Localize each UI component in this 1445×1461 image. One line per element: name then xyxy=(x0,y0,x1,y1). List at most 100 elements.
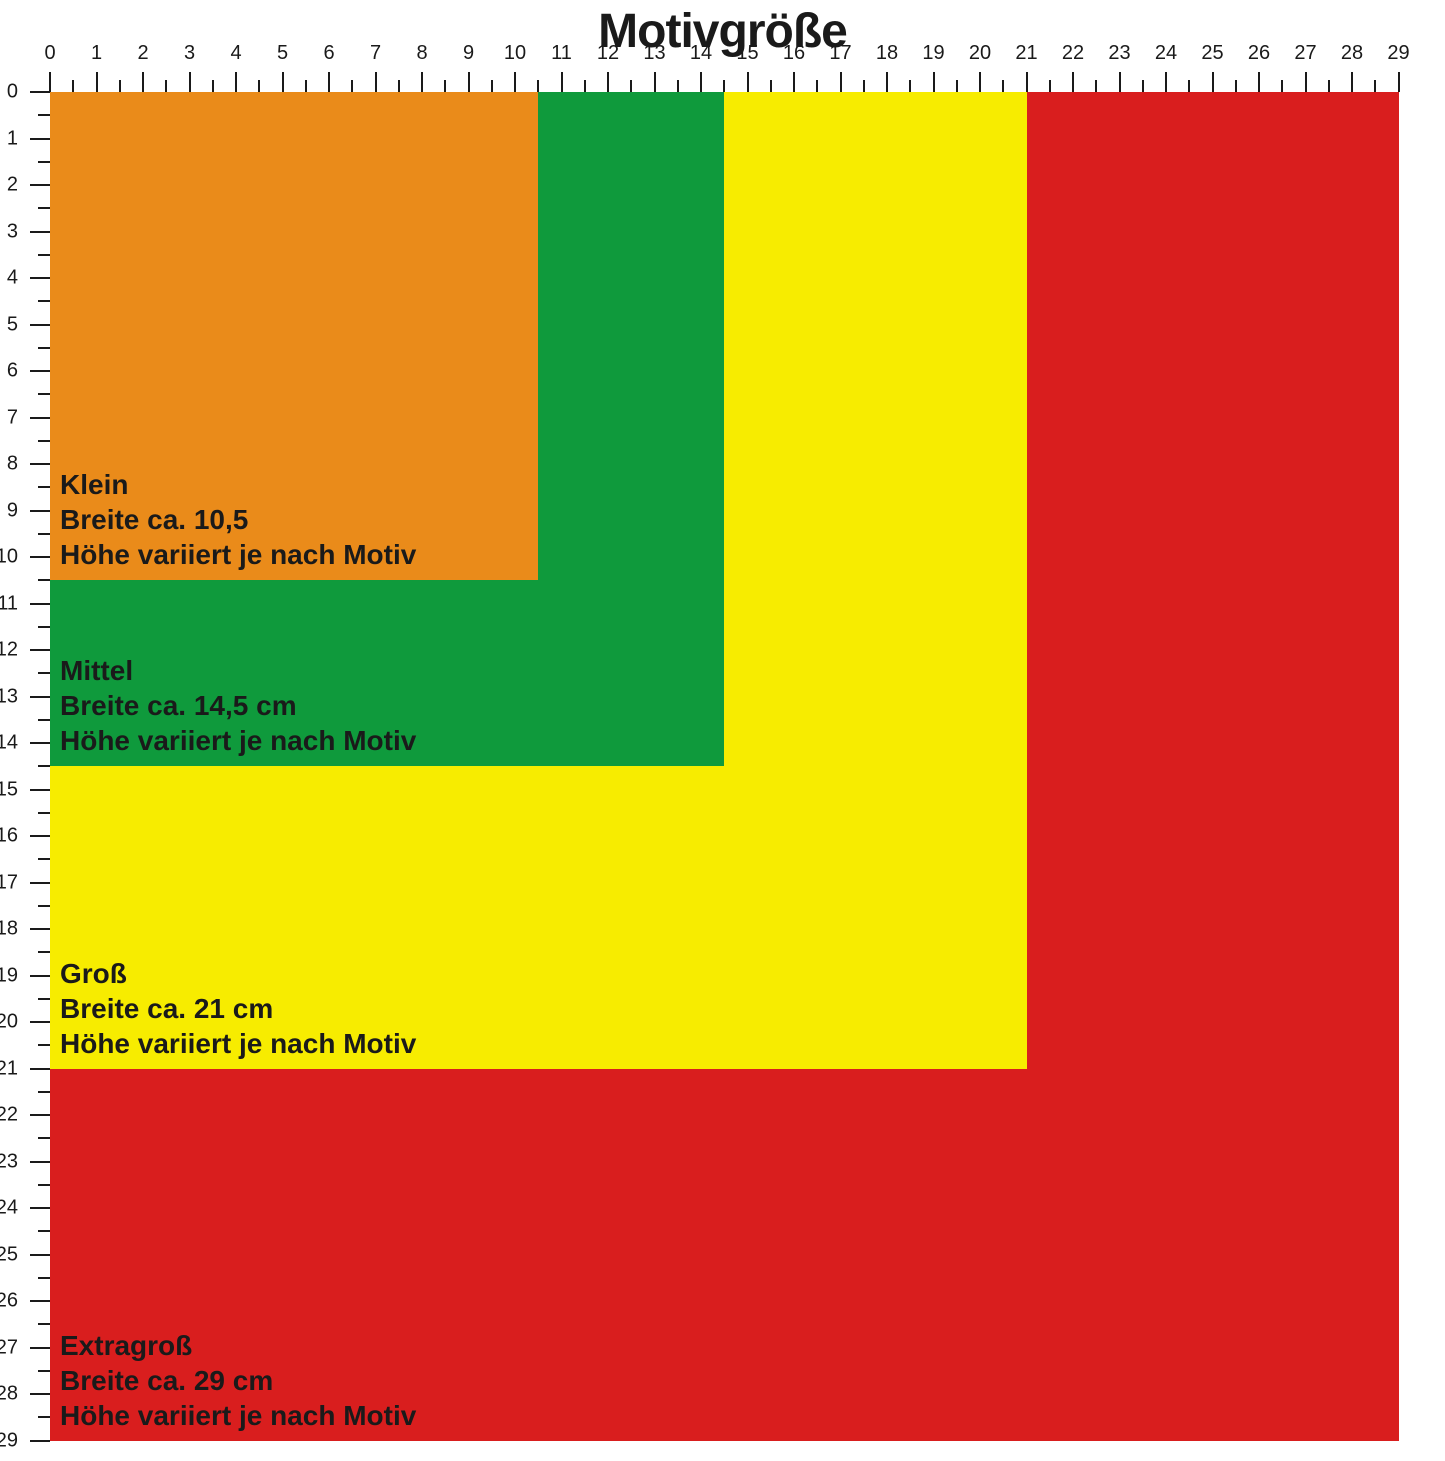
h-tick-label: 7 xyxy=(370,42,381,65)
v-tick-minor xyxy=(38,1044,50,1046)
h-tick-label: 0 xyxy=(44,42,55,65)
v-tick-label: 27 xyxy=(0,1336,18,1359)
h-tick-major xyxy=(607,72,609,92)
v-tick-minor xyxy=(38,1184,50,1186)
v-tick-label: 28 xyxy=(0,1383,18,1406)
h-tick-minor xyxy=(863,80,865,92)
v-tick-label: 4 xyxy=(7,267,18,290)
v-tick-minor xyxy=(38,998,50,1000)
h-tick-minor xyxy=(72,80,74,92)
h-tick-label: 19 xyxy=(922,42,944,65)
v-tick-major xyxy=(30,742,50,744)
v-tick-major xyxy=(30,556,50,558)
size-label-mittel: MittelBreite ca. 14,5 cmHöhe variiert je… xyxy=(60,653,416,758)
h-tick-label: 18 xyxy=(876,42,898,65)
h-tick-major xyxy=(468,72,470,92)
h-tick-minor xyxy=(816,80,818,92)
v-tick-major xyxy=(30,1347,50,1349)
v-tick-label: 25 xyxy=(0,1243,18,1266)
v-tick-major xyxy=(30,1440,50,1442)
h-tick-major xyxy=(979,72,981,92)
v-tick-major xyxy=(30,696,50,698)
v-tick-major xyxy=(30,1021,50,1023)
v-tick-label: 11 xyxy=(0,592,18,615)
v-tick-minor xyxy=(38,440,50,442)
v-tick-minor xyxy=(38,1416,50,1418)
v-tick-label: 24 xyxy=(0,1197,18,1220)
h-tick-major xyxy=(514,72,516,92)
v-tick-label: 5 xyxy=(7,313,18,336)
h-tick-major xyxy=(1072,72,1074,92)
h-tick-minor xyxy=(1142,80,1144,92)
v-tick-label: 23 xyxy=(0,1150,18,1173)
v-tick-major xyxy=(30,510,50,512)
h-tick-minor xyxy=(1281,80,1283,92)
h-tick-minor xyxy=(1188,80,1190,92)
h-tick-minor xyxy=(258,80,260,92)
v-tick-label: 2 xyxy=(7,174,18,197)
h-tick-major xyxy=(328,72,330,92)
v-tick-label: 14 xyxy=(0,732,18,755)
h-tick-minor xyxy=(723,80,725,92)
v-tick-minor xyxy=(38,951,50,953)
h-tick-minor xyxy=(212,80,214,92)
v-tick-minor xyxy=(38,1091,50,1093)
h-tick-label: 24 xyxy=(1155,42,1177,65)
h-tick-major xyxy=(282,72,284,92)
h-tick-major xyxy=(1258,72,1260,92)
v-tick-label: 9 xyxy=(7,499,18,522)
size-label-width: Breite ca. 10,5 xyxy=(60,502,416,537)
v-tick-label: 22 xyxy=(0,1104,18,1127)
size-label-height: Höhe variiert je nach Motiv xyxy=(60,723,416,758)
v-tick-minor xyxy=(38,1370,50,1372)
h-tick-major xyxy=(142,72,144,92)
h-tick-label: 28 xyxy=(1341,42,1363,65)
v-tick-label: 3 xyxy=(7,220,18,243)
v-tick-label: 12 xyxy=(0,639,18,662)
v-tick-major xyxy=(30,138,50,140)
v-tick-minor xyxy=(38,533,50,535)
h-tick-label: 23 xyxy=(1108,42,1130,65)
h-tick-label: 27 xyxy=(1294,42,1316,65)
h-tick-minor xyxy=(491,80,493,92)
v-tick-major xyxy=(30,370,50,372)
h-tick-major xyxy=(793,72,795,92)
v-tick-major xyxy=(30,603,50,605)
h-tick-minor xyxy=(630,80,632,92)
h-tick-label: 22 xyxy=(1062,42,1084,65)
ruler-horizontal: 0123456789101112131415161718192021222324… xyxy=(50,42,1419,92)
v-tick-label: 18 xyxy=(0,918,18,941)
v-tick-major xyxy=(30,649,50,651)
h-tick-minor xyxy=(584,80,586,92)
h-tick-major xyxy=(1212,72,1214,92)
h-tick-minor xyxy=(677,80,679,92)
v-tick-minor xyxy=(38,579,50,581)
v-tick-major xyxy=(30,91,50,93)
h-tick-label: 25 xyxy=(1201,42,1223,65)
h-tick-major xyxy=(561,72,563,92)
size-label-name: Mittel xyxy=(60,653,416,688)
v-tick-major xyxy=(30,231,50,233)
v-tick-minor xyxy=(38,161,50,163)
v-tick-label: 29 xyxy=(0,1429,18,1452)
v-tick-label: 10 xyxy=(0,546,18,569)
v-tick-label: 17 xyxy=(0,871,18,894)
size-label-height: Höhe variiert je nach Motiv xyxy=(60,1026,416,1061)
size-label-height: Höhe variiert je nach Motiv xyxy=(60,537,416,572)
h-tick-minor xyxy=(770,80,772,92)
h-tick-major xyxy=(235,72,237,92)
v-tick-minor xyxy=(38,300,50,302)
v-tick-label: 26 xyxy=(0,1290,18,1313)
size-label-width: Breite ca. 21 cm xyxy=(60,991,416,1026)
h-tick-label: 5 xyxy=(277,42,288,65)
v-tick-major xyxy=(30,1300,50,1302)
h-tick-major xyxy=(1305,72,1307,92)
h-tick-minor xyxy=(1374,80,1376,92)
v-tick-major xyxy=(30,882,50,884)
v-tick-label: 1 xyxy=(7,127,18,150)
h-tick-major xyxy=(49,72,51,92)
v-tick-label: 19 xyxy=(0,964,18,987)
h-tick-label: 20 xyxy=(969,42,991,65)
v-tick-label: 6 xyxy=(7,360,18,383)
h-tick-minor xyxy=(537,80,539,92)
